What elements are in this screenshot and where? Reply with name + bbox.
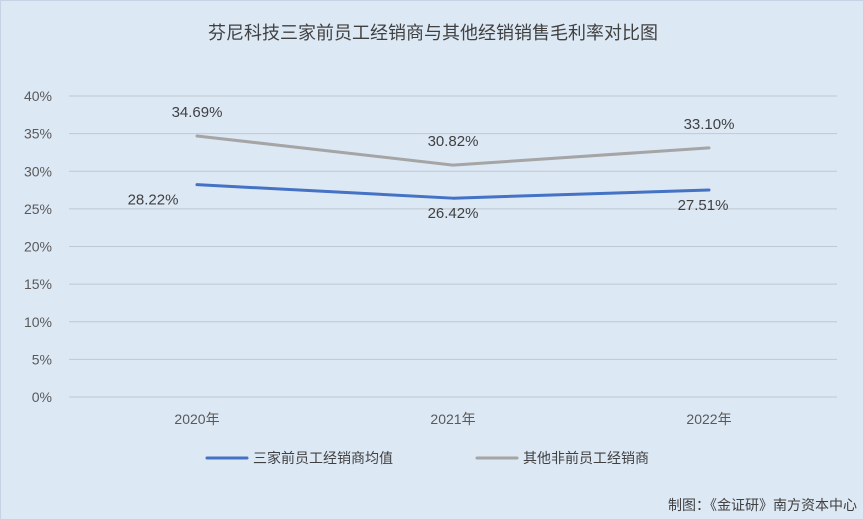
source-note: 制图：《金证研》南方资本中心 [668,498,857,514]
legend-label: 三家前员工经销商均值 [253,450,393,467]
data-label: 30.82% [428,133,479,150]
y-tick-label: 5% [32,351,52,367]
y-tick-label: 10% [24,314,52,330]
series-line-1 [195,183,711,200]
data-label: 26.42% [428,205,479,222]
data-label: 33.10% [684,116,735,133]
data-label: 28.22% [128,192,179,209]
x-tick-label: 2021年 [430,411,475,427]
y-tick-label: 35% [24,126,52,142]
gridlines [69,95,837,398]
x-tick-label: 2022年 [686,411,731,427]
legend-label: 其他非前员工经销商 [523,450,649,467]
y-tick-label: 20% [24,239,52,255]
y-tick-label: 25% [24,201,52,217]
y-tick-label: 15% [24,276,52,292]
chart-title: 芬尼科技三家前员工经销商与其他经销销售毛利率对比图 [208,23,658,44]
series-line-2 [195,134,711,167]
legend: 三家前员工经销商均值 其他非前员工经销商 [205,450,649,467]
data-label: 27.51% [678,197,729,214]
y-tick-label: 0% [32,389,52,405]
series-lines [195,134,711,200]
y-tick-label: 30% [24,163,52,179]
data-label: 34.69% [172,104,223,121]
y-axis-ticks: 0% 5% 10% 15% 20% 25% 30% 35% 40% [24,88,52,405]
data-labels: 28.22% 26.42% 27.51% 34.69% 30.82% 33.10% [128,104,735,222]
y-tick-label: 40% [24,88,52,104]
x-axis-ticks: 2020年 2021年 2022年 [174,411,731,427]
x-tick-label: 2020年 [174,411,219,427]
